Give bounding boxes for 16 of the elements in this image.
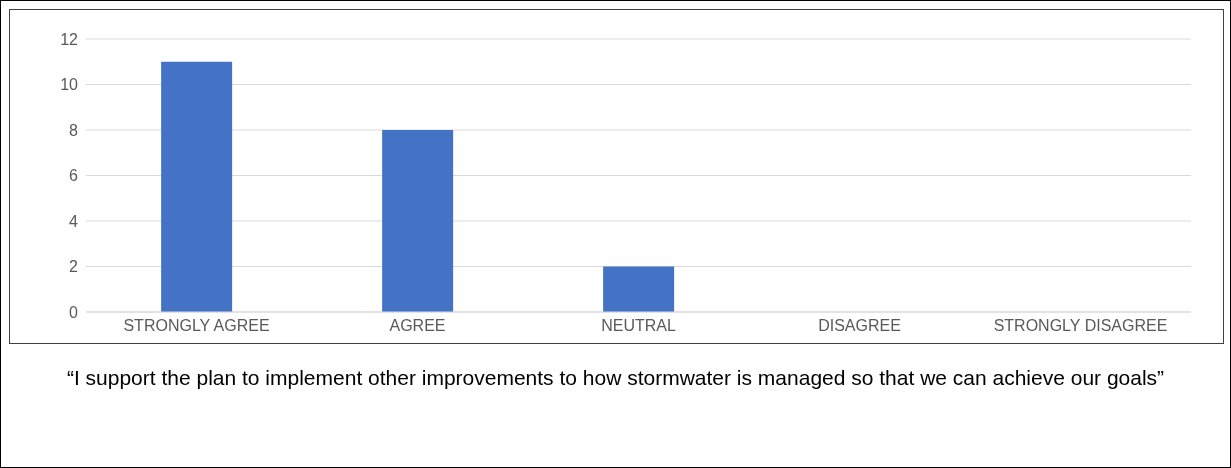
bar [603, 266, 675, 312]
x-tick-label: DISAGREE [818, 317, 901, 335]
y-tick-label: 12 [60, 30, 79, 48]
x-tick-label: NEUTRAL [601, 317, 676, 335]
x-tick-label: STRONGLY DISAGREE [993, 317, 1168, 335]
y-tick-label: 8 [69, 121, 79, 139]
text: “I support the plan to implement other improvements to how stormwater is managed so that we can achieve our goals” [65, 365, 1166, 391]
bar [382, 130, 454, 312]
y-tick-label: 10 [60, 76, 79, 94]
bar [161, 61, 233, 312]
y-tick-label: 2 [69, 258, 79, 276]
x-tick-label: STRONGLY AGREE [123, 317, 270, 335]
x-tick-label: AGREE [389, 317, 446, 335]
y-tick-label: 4 [69, 212, 79, 230]
y-tick-label: 6 [69, 167, 79, 185]
y-tick-label: 0 [69, 303, 79, 321]
